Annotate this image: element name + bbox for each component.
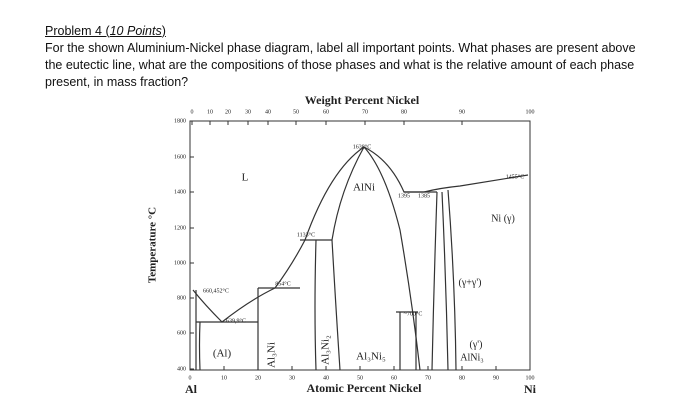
phase-label: 1638°C [353,143,371,150]
axis-title: Atomic Percent Nickel [306,381,422,395]
atomic-tick-label: 50 [357,375,363,381]
temperature-tick-label: 1400 [174,189,186,195]
weight-tick-label: 100 [526,109,535,115]
phase-label: (γ+γ') [459,277,482,288]
weight-tick-label: 40 [265,109,271,115]
frame [189,120,531,371]
weight-tick-label: 20 [225,109,231,115]
phase-label: ~700°C [404,310,423,317]
temperature-tick-label: 1600 [174,154,186,160]
problem-text: the eutectic line, what are the composit… [45,58,635,72]
weight-tick-label: 90 [459,109,465,115]
phase-label: AlNi [353,182,375,194]
phase-label: Ni (γ) [491,213,515,224]
weight-tick-label: 80 [401,109,407,115]
phase-label: 1395 [398,193,410,199]
temperature-tick-label: 1200 [174,225,186,231]
phase-label: Al₃Ni₅ [356,351,386,363]
phase-label: (Al) [213,348,232,360]
phase-boundary [331,146,421,371]
temperature-tick-label: 800 [177,295,186,301]
weight-tick-label: 10 [207,109,213,115]
atomic-tick-label: 40 [323,375,329,381]
atomic-tick-label: 20 [255,375,261,381]
phase-label: 1133°C [297,231,315,238]
problem-text: For the shown Aluminium-Nickel phase dia… [45,41,636,55]
atomic-tick-label: 90 [493,375,499,381]
atomic-tick-label: 80 [459,375,465,381]
atomic-tick-label: 100 [526,375,535,381]
phase-label: 660,452°C [203,287,229,294]
phase-label: Al₃Ni [266,342,278,368]
heading-text: Problem 4 ( [45,24,110,38]
atomic-tick-label: 30 [289,375,295,381]
weight-tick-label: 0 [191,109,194,115]
phase-label: 1385 [418,193,430,199]
temperature-tick-label: 400 [177,366,186,372]
temperature-tick-label: 1800 [174,118,186,124]
phase-boundary [314,239,341,371]
atomic-tick-label: 10 [221,375,227,381]
weight-tick-label: 60 [323,109,329,115]
atomic-tick-label: 70 [425,375,431,381]
phase-label: 1455°C [506,173,524,180]
element-label: Ni [524,382,537,396]
temperature-tick-label: 600 [177,330,186,336]
phase-label: (γ') [470,339,483,350]
phase-label: L [242,172,249,184]
phase-boundary [396,311,418,370]
weight-tick-label: 70 [362,109,368,115]
phase-label: AlNi₃ [460,352,484,363]
temperature-tick-label: 1000 [174,260,186,266]
heading-points: 10 Points [109,24,162,38]
phase-label: 639,9°C [226,317,246,324]
atomic-tick-label: 60 [391,375,397,381]
phase-label: Al₃Ni₂ [320,335,332,365]
weight-tick-label: 30 [245,109,251,115]
axis-title: Weight Percent Nickel [305,93,420,107]
element-label: Al [185,382,198,396]
phase-label: 854°C [275,280,290,287]
problem-heading: Problem 4 (10 Points) [45,24,166,38]
axis-title: Temperature °C [147,207,159,283]
weight-tick-label: 50 [293,109,299,115]
heading-text: ) [161,24,166,38]
atomic-tick-label: 0 [189,375,192,381]
problem-text: present, in mass fraction? [45,75,189,89]
phase-boundary [404,189,457,371]
